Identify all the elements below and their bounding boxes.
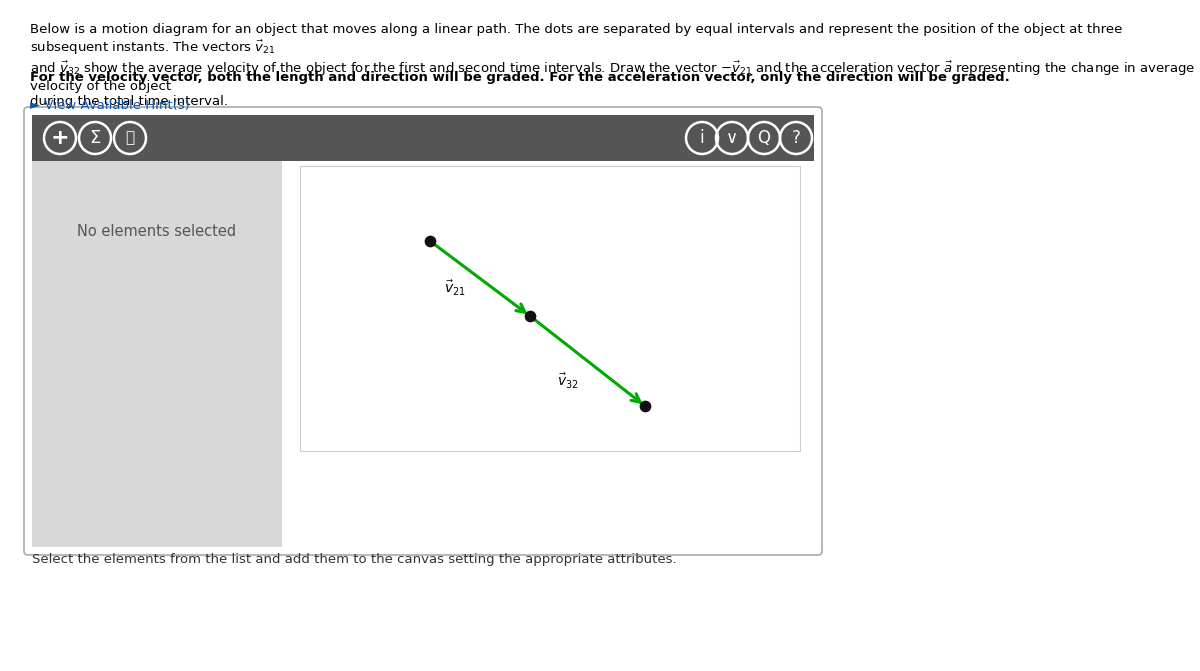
Text: ?: ? xyxy=(792,129,800,147)
Point xyxy=(521,311,540,321)
Bar xyxy=(300,166,800,451)
Text: No elements selected: No elements selected xyxy=(78,223,236,238)
Text: $\vec{v}_{32}$: $\vec{v}_{32}$ xyxy=(557,372,578,391)
FancyBboxPatch shape xyxy=(32,115,814,161)
FancyArrowPatch shape xyxy=(432,243,526,312)
Text: +: + xyxy=(50,128,70,148)
Text: Below is a motion diagram for an object that moves along a linear path. The dots: Below is a motion diagram for an object … xyxy=(30,23,1195,108)
Text: 🗑: 🗑 xyxy=(126,130,134,146)
Bar xyxy=(32,161,282,547)
Point xyxy=(420,236,439,246)
Text: Q: Q xyxy=(757,129,770,147)
Text: For the velocity vector, both the length and direction will be graded. For the a: For the velocity vector, both the length… xyxy=(30,71,1009,84)
Text: $\vec{v}_{21}$: $\vec{v}_{21}$ xyxy=(444,279,466,298)
Text: ► View Available Hint(s): ► View Available Hint(s) xyxy=(30,99,190,112)
Point xyxy=(636,401,655,411)
FancyBboxPatch shape xyxy=(24,107,822,555)
Text: Σ: Σ xyxy=(89,129,101,147)
FancyArrowPatch shape xyxy=(532,317,640,402)
Text: Select the elements from the list and add them to the canvas setting the appropr: Select the elements from the list and ad… xyxy=(32,553,677,566)
Text: i: i xyxy=(700,129,704,147)
Text: ∨: ∨ xyxy=(726,129,738,147)
